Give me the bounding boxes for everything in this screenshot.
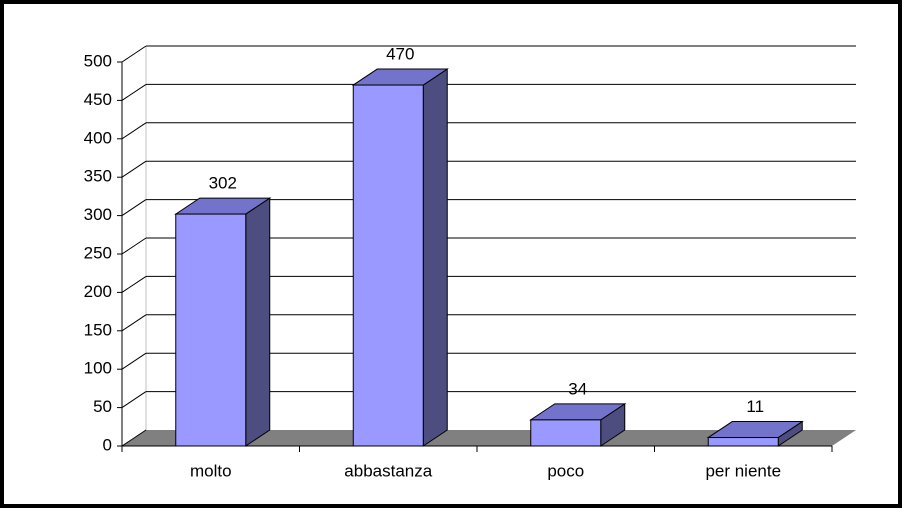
y-tick-label: 150 (84, 320, 112, 339)
grid-diagonal (121, 199, 147, 217)
grid-diagonal (121, 83, 147, 101)
bar (352, 84, 424, 447)
x-tick-label: abbastanza (344, 461, 432, 480)
grid-diagonal (121, 45, 147, 63)
grid-diagonal (121, 122, 147, 140)
x-tick-label: molto (190, 461, 232, 480)
y-tick-label: 50 (93, 397, 112, 416)
x-tick-label: poco (547, 461, 584, 480)
y-tick-label: 300 (84, 205, 112, 224)
data-label: 470 (386, 45, 414, 64)
y-tick-label: 250 (84, 243, 112, 262)
data-label: 11 (746, 397, 764, 416)
y-tick-label: 350 (84, 167, 112, 186)
grid-diagonal (121, 429, 147, 447)
grid-diagonal (121, 237, 147, 255)
floor (122, 430, 856, 446)
bar-side (245, 197, 271, 447)
grid-diagonal (121, 314, 147, 332)
data-label: 34 (568, 379, 587, 398)
grid-diagonal (121, 275, 147, 293)
y-tick-label: 500 (84, 51, 112, 70)
bar-side (422, 68, 448, 447)
x-tick-label: per niente (705, 461, 781, 480)
data-label: 302 (209, 174, 237, 193)
bar (175, 213, 247, 447)
y-tick-label: 450 (84, 90, 112, 109)
bar (707, 437, 779, 447)
y-tick-label: 0 (103, 435, 112, 454)
grid-diagonal (121, 391, 147, 409)
y-tick-label: 400 (84, 128, 112, 147)
grid-diagonal (121, 160, 147, 178)
bar (530, 419, 602, 447)
y-tick-label: 200 (84, 282, 112, 301)
grid-diagonal (121, 352, 147, 370)
y-tick-label: 100 (84, 359, 112, 378)
